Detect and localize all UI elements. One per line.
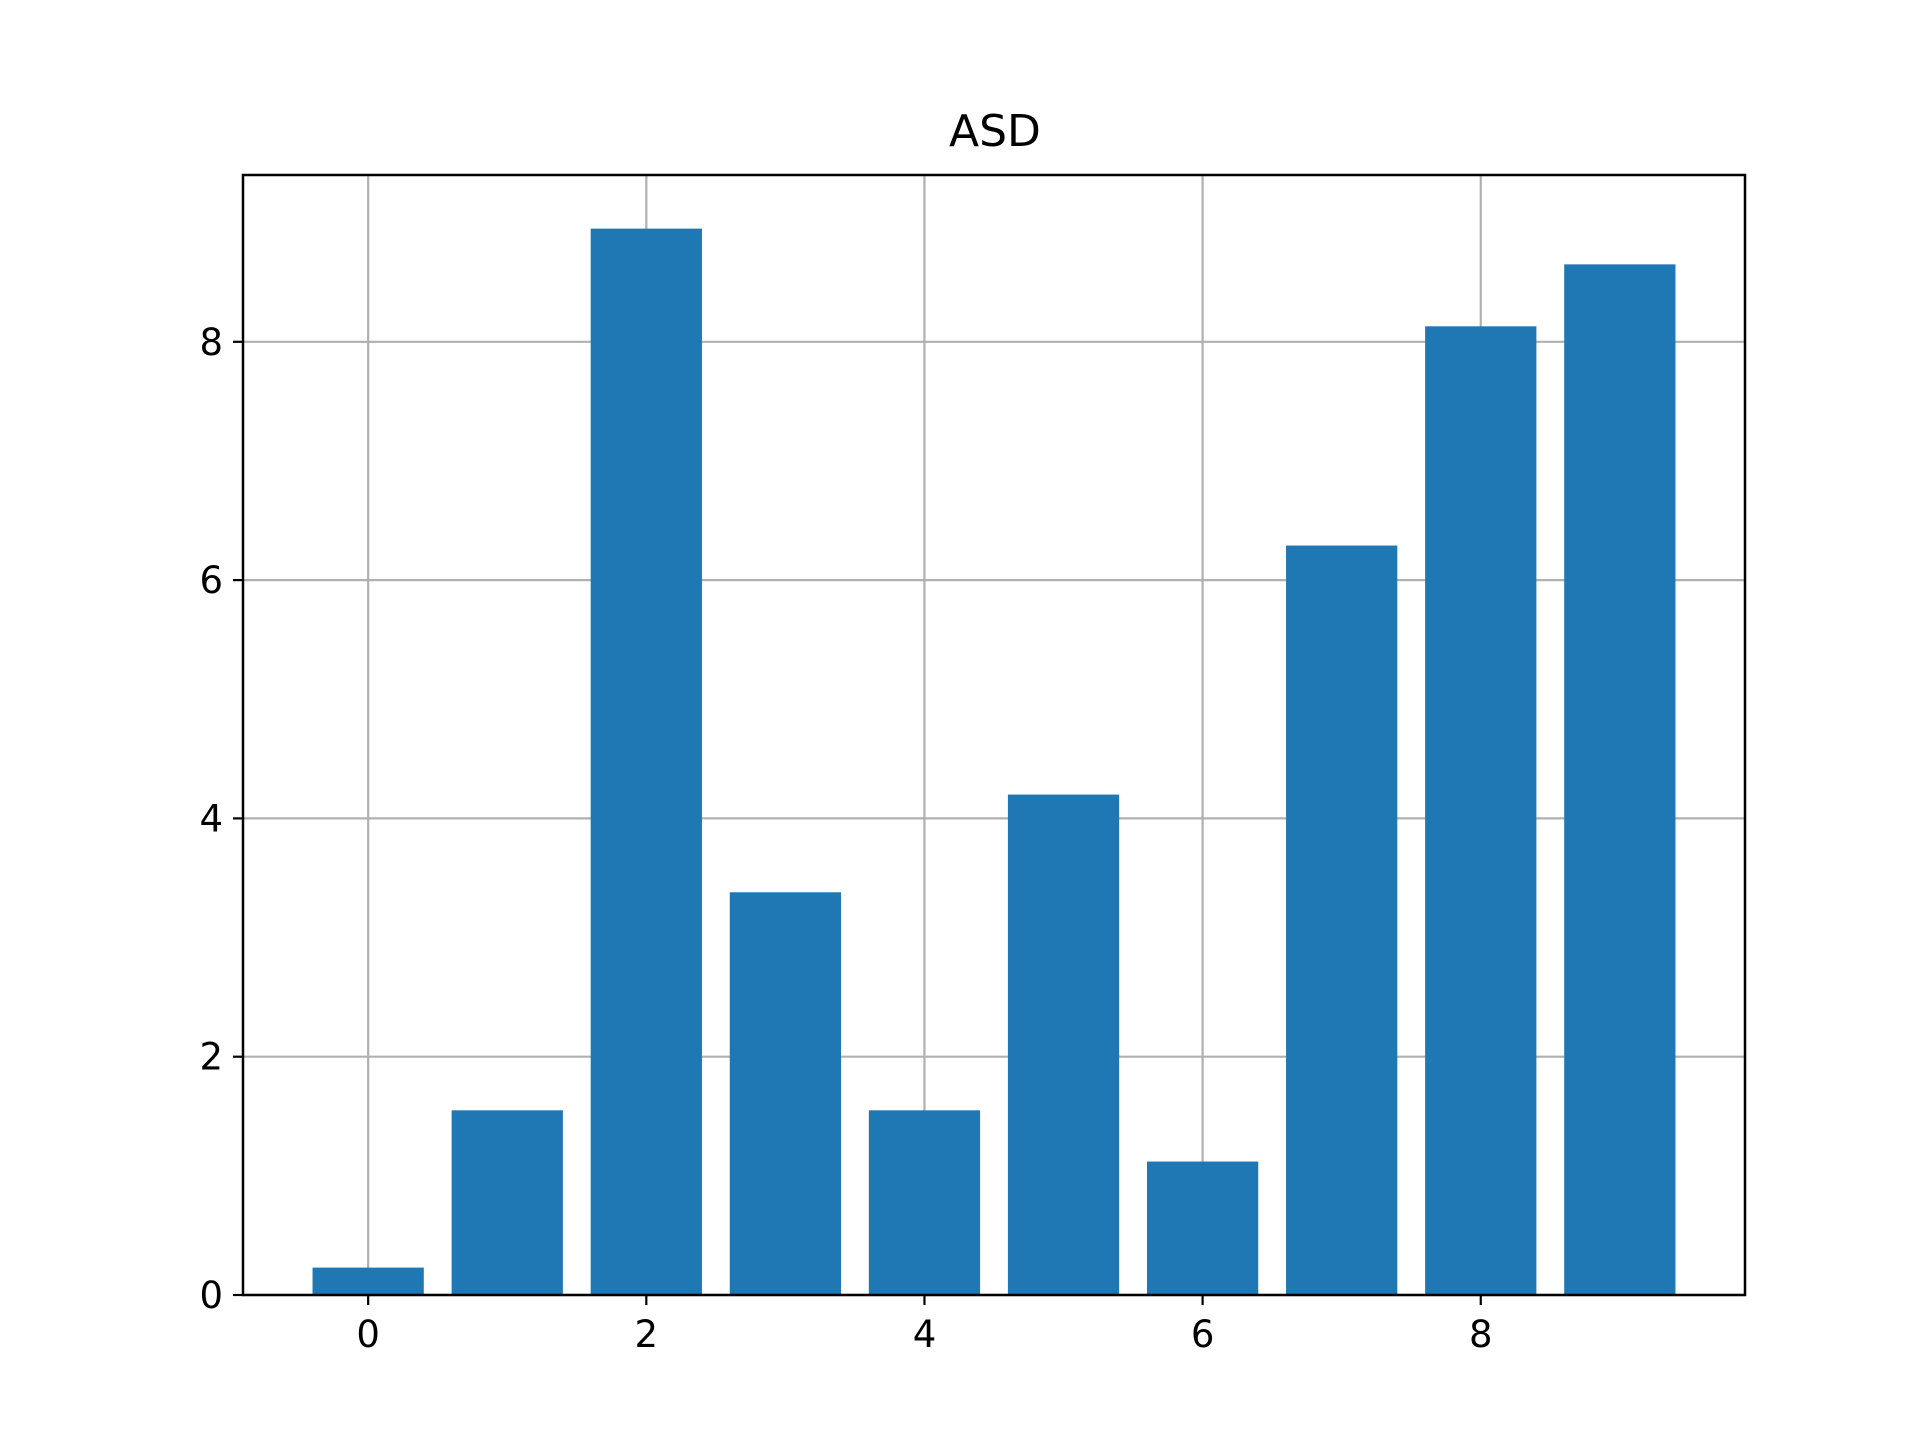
y-tick-label: 8 — [199, 321, 223, 364]
x-tick-label: 0 — [356, 1313, 380, 1356]
y-tick-label: 6 — [199, 559, 223, 602]
y-tick-label: 4 — [199, 797, 223, 840]
y-tick-label: 2 — [199, 1036, 223, 1079]
bar — [590, 228, 702, 1295]
bar — [1564, 264, 1676, 1295]
bar — [1007, 794, 1120, 1295]
y-axis-ticks: 0 2 4 6 8 — [199, 321, 243, 1317]
bar — [1146, 1161, 1259, 1295]
bar — [729, 892, 842, 1295]
bar — [1425, 326, 1537, 1295]
bar — [312, 1267, 424, 1295]
x-tick-label: 6 — [1191, 1313, 1215, 1356]
chart-title: ASD — [949, 106, 1041, 157]
plot-frame — [241, 173, 1747, 1297]
x-axis-ticks: 0 2 4 6 8 — [356, 1295, 1493, 1356]
x-tick-label: 2 — [635, 1313, 659, 1356]
bar — [451, 1110, 563, 1295]
bar — [868, 1110, 981, 1295]
bar — [1286, 545, 1398, 1295]
x-tick-label: 4 — [913, 1313, 937, 1356]
x-tick-label: 8 — [1469, 1313, 1493, 1356]
y-tick-label: 0 — [199, 1274, 223, 1317]
bars — [312, 228, 1676, 1295]
